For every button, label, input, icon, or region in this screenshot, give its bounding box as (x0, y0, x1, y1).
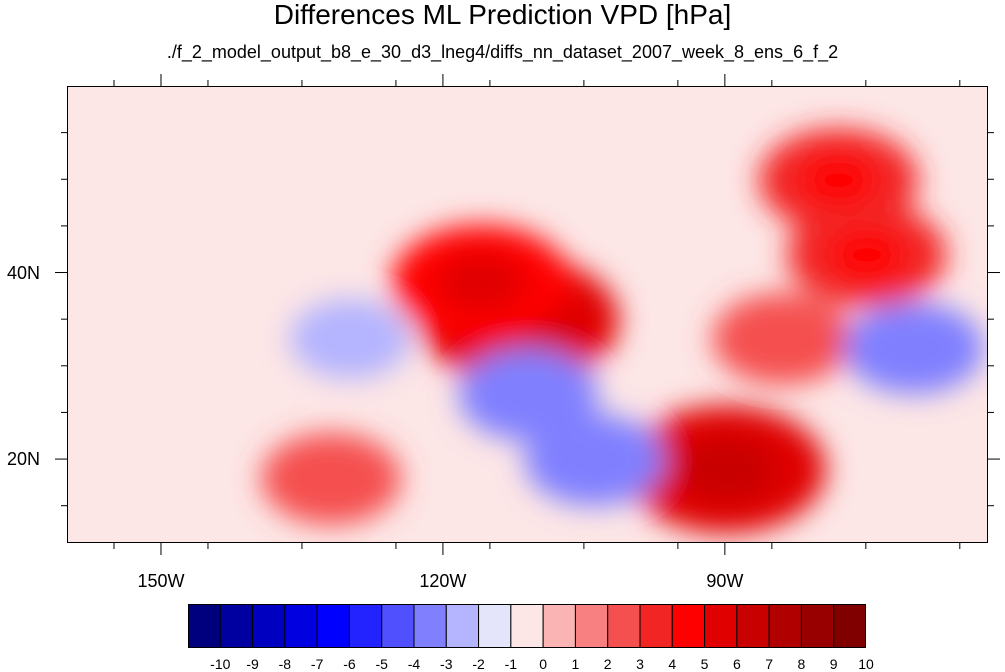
colorbar-swatch (252, 604, 286, 648)
colorbar-swatch (574, 604, 609, 648)
region-southeast-us (712, 292, 853, 385)
colorbar-tick-label: 10 (858, 656, 874, 672)
region-core (436, 253, 527, 312)
colorbar-tick-label: -5 (375, 656, 388, 672)
colorbar-tick-label: -3 (440, 656, 453, 672)
lon-label: 150W (137, 571, 185, 591)
colorbar-swatch (607, 604, 641, 648)
colorbar-swatch (736, 604, 770, 648)
chart-subtitle: ./f_2_model_output_b8_e_30_d3_lneg4/diff… (166, 42, 839, 62)
colorbar-swatch (833, 604, 866, 648)
colorbar-swatch (704, 604, 738, 648)
colorbar-tick-label: 1 (571, 656, 580, 672)
colorbar-tick-label: -10 (210, 656, 231, 672)
colorbar-tick-label: -7 (310, 656, 324, 672)
colorbar-tick-label: -2 (472, 656, 485, 672)
region-central-pacific (261, 432, 402, 525)
colorbar-tick-label: -1 (504, 656, 518, 672)
colorbar-tick-label: 8 (797, 656, 806, 672)
map-svg (261, 128, 984, 534)
colorbar-tick-label: 6 (732, 656, 741, 672)
colorbar-tick-label: -6 (343, 656, 356, 672)
colorbar-swatch (316, 604, 350, 648)
colorbar-swatch (445, 604, 480, 648)
colorbar-swatch (219, 604, 254, 648)
region-gulf-of-california (458, 348, 599, 441)
region-core (826, 228, 907, 281)
colorbar-tick-label: 0 (539, 656, 548, 672)
colorbar-swatch (284, 604, 318, 648)
lon-label: 120W (419, 571, 467, 591)
colorbar-swatch (800, 604, 835, 648)
colorbar-swatch (413, 604, 447, 648)
colorbar-swatch (381, 604, 415, 648)
colorbar-tick-label: 2 (603, 656, 612, 672)
colorbar-swatch (671, 604, 706, 648)
colorbar-tick-label: -9 (246, 656, 259, 672)
lat-label: 20N (6, 449, 40, 470)
map-plot-area (67, 86, 988, 543)
chart-title: Differences ML Prediction VPD [hPa] (273, 0, 732, 30)
colorbar-tick-label: -8 (278, 656, 292, 672)
colorbar-swatch (639, 604, 673, 648)
colorbar-swatch (348, 604, 383, 648)
lat-label: 40N (6, 262, 40, 283)
region-western-atlantic (843, 302, 984, 395)
colorbar-border (188, 604, 866, 648)
colorbar-tick-label: -4 (407, 656, 421, 672)
colorbar-swatch (188, 604, 221, 648)
colorbar-tick-label: 7 (765, 656, 774, 672)
region-core (798, 154, 879, 207)
colorbar-tick-label: 4 (668, 656, 677, 672)
region-mexico-pacific-coast (524, 414, 665, 507)
colorbar-swatch (768, 604, 802, 648)
colorbar-swatch (542, 604, 576, 648)
colorbar-tick-label: 3 (636, 656, 644, 672)
colorbar-tick-label: 9 (829, 656, 838, 672)
region-core (675, 437, 776, 502)
colorbar-swatch (478, 604, 512, 648)
colorbar-swatch (510, 604, 544, 648)
lon-label: 90W (706, 571, 744, 591)
colorbar (188, 604, 866, 648)
colorbar-tick-label: 5 (700, 656, 709, 672)
region-eastern-pacific (289, 298, 410, 379)
